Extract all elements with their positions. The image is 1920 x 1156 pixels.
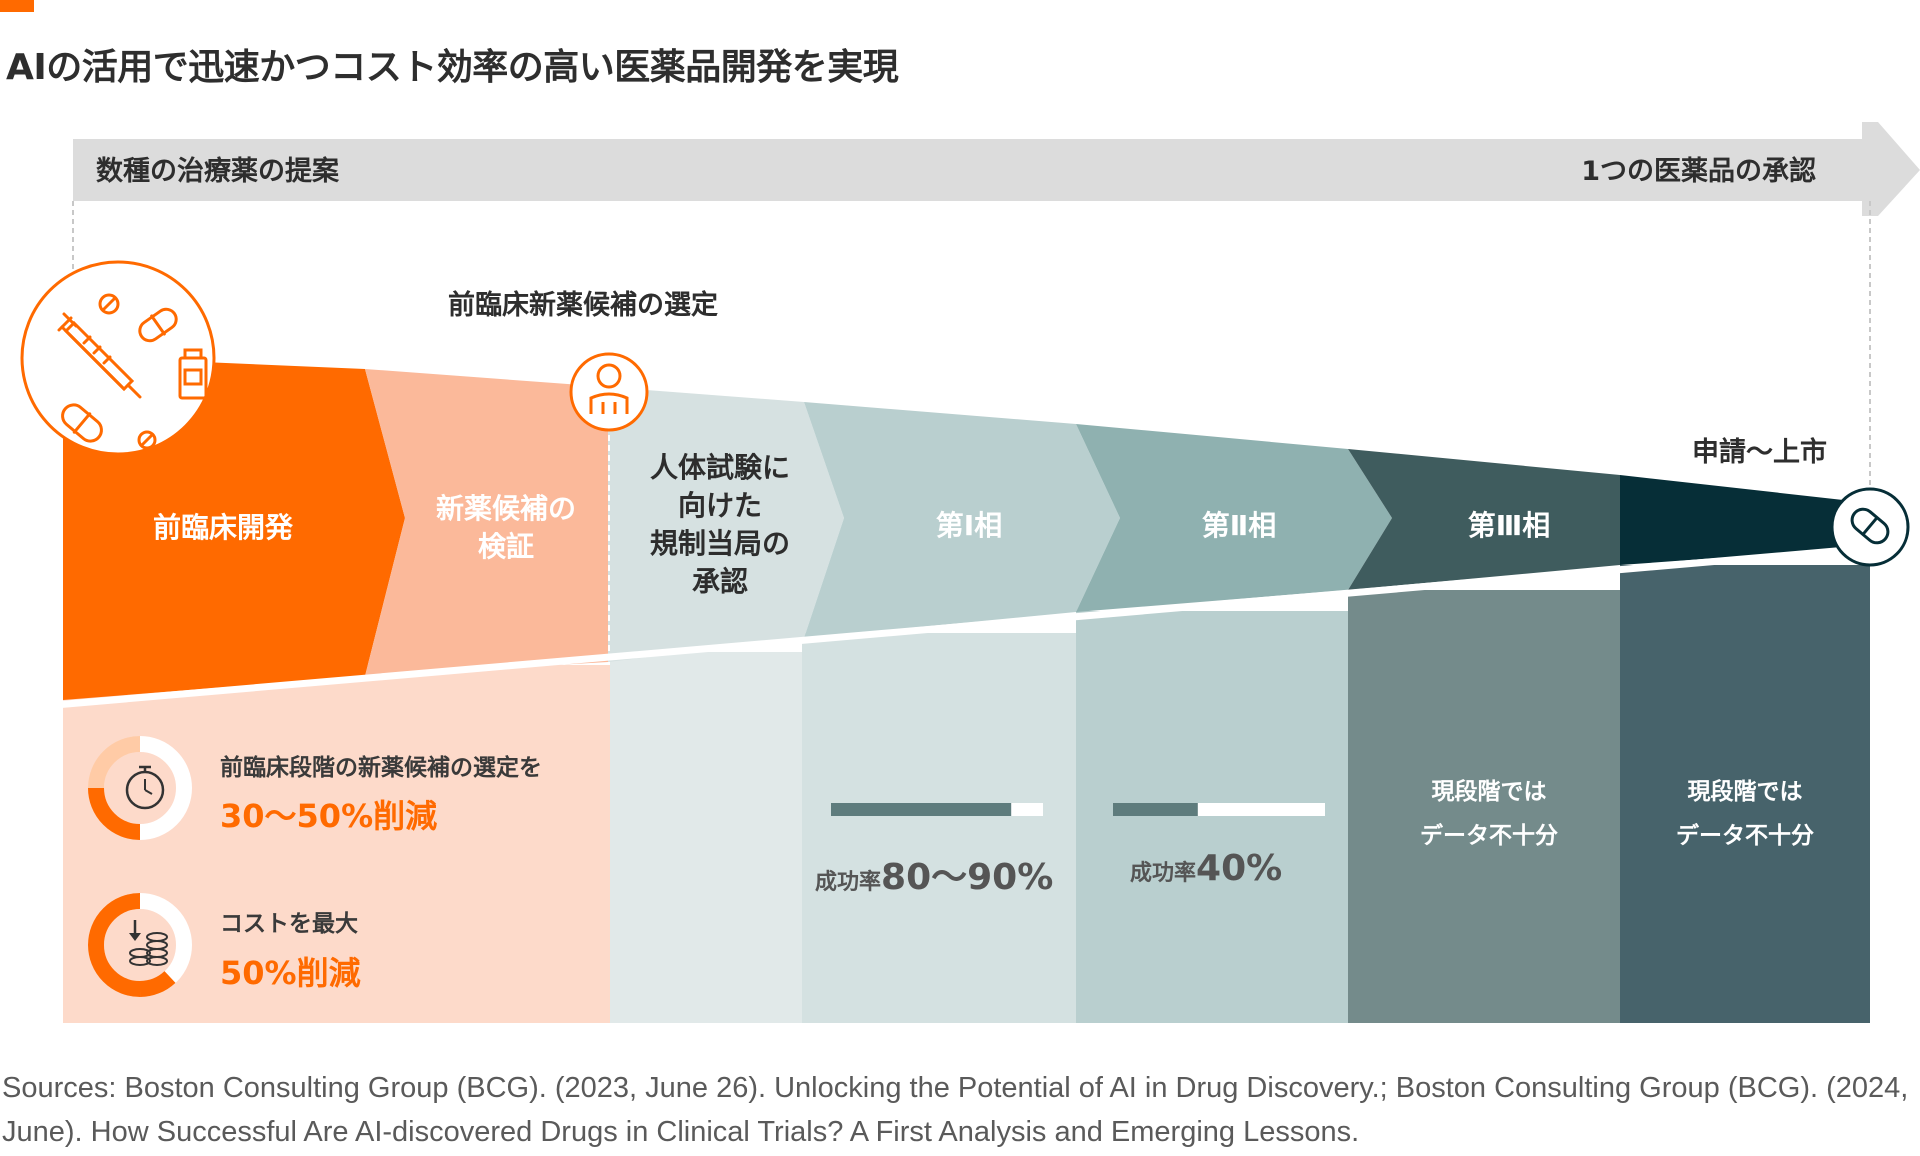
stage-validation: 新薬候補の 検証: [435, 492, 576, 563]
stage-filing-shape: [1620, 475, 1870, 565]
stage-approval-shape: [608, 387, 844, 662]
lower-col-approval: [610, 652, 802, 1023]
page-title: AIの活用で迅速かつコスト効率の高い医薬品開発を実現: [6, 47, 899, 88]
benefit-cost-caption: コストを最大: [220, 911, 358, 937]
stage-regulatory-approval: 人体試験に 向けた 規制当局の 承認: [649, 451, 790, 598]
stage-preclinical: 前臨床開発: [152, 511, 293, 544]
success-rate-phase1-value: 80～90%: [881, 857, 1054, 898]
stage-phase2-shape: [1076, 424, 1392, 612]
insufficient-data-phase3: 現段階では データ不十分: [1420, 779, 1558, 849]
header-left-label: 数種の治療薬の提案: [96, 156, 339, 187]
success-bar-phase1-fill: [831, 803, 1012, 816]
success-bar-phase2: [1113, 803, 1325, 816]
pill-icon: [1830, 487, 1910, 567]
insufficient-data-filing: 現段階では データ不十分: [1676, 779, 1814, 849]
milestone-filing-launch: 申請～上市: [1692, 437, 1827, 468]
benefit-cost-value: 50%削減: [220, 954, 361, 992]
accent-bar: [0, 0, 34, 12]
success-rate-phase2: 成功率40%: [1130, 848, 1282, 889]
lower-col-preclinical: [63, 665, 610, 1023]
drug-discovery-icon: [20, 260, 216, 456]
coins-icon: [88, 893, 192, 997]
success-bar-phase2-fill: [1113, 803, 1198, 816]
success-bar-phase1: [831, 803, 1043, 816]
stopwatch-icon: [88, 736, 192, 840]
milestone-candidate-selection: 前臨床新薬候補の選定: [448, 290, 718, 321]
funnel-baseline: [31, 544, 1871, 711]
lower-col-filing: [1620, 565, 1870, 1023]
person-icon: [569, 352, 649, 432]
header-right-label: 1つの医薬品の承認: [1581, 156, 1816, 187]
stage-phase1: 第Ⅰ相: [935, 509, 1003, 542]
stage-phase3: 第Ⅲ相: [1467, 509, 1551, 542]
benefit-time-caption: 前臨床段階の新薬候補の選定を: [220, 755, 542, 781]
success-rate-phase1: 成功率80～90%: [815, 848, 1053, 900]
benefit-time-value: 30～50%削減: [220, 797, 438, 835]
stage-phase1-shape: [804, 402, 1120, 638]
sources-footnote: Sources: Boston Consulting Group (BCG). …: [2, 1072, 1909, 1148]
lower-col-phase2: [1076, 611, 1348, 1023]
lower-col-phase1: [802, 633, 1076, 1023]
stage-phase2: 第Ⅱ相: [1201, 509, 1277, 542]
lower-col-phase3: [1348, 590, 1620, 1023]
success-rate-phase2-label: 成功率: [1130, 861, 1197, 886]
stage-validation-shape: [365, 369, 608, 676]
success-rate-phase1-label: 成功率: [815, 870, 882, 895]
success-rate-phase2-value: 40%: [1196, 848, 1283, 889]
stage-phase3-shape: [1348, 449, 1620, 590]
